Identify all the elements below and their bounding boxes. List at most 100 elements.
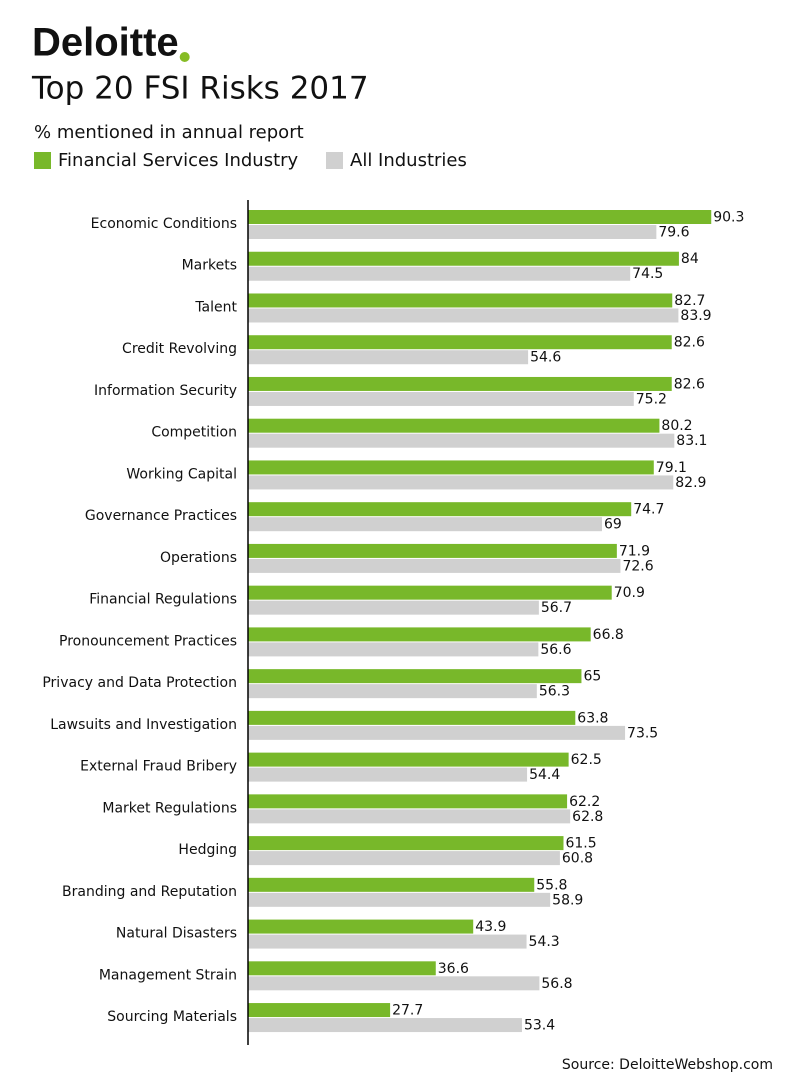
bar bbox=[248, 642, 539, 657]
bar bbox=[248, 558, 621, 573]
bar bbox=[248, 391, 634, 406]
y-tick-label: Financial Regulations bbox=[89, 592, 237, 608]
y-tick-label: Governance Practices bbox=[85, 508, 237, 524]
logo-dot bbox=[179, 52, 190, 62]
value-label: 62.2 bbox=[569, 794, 600, 810]
y-tick-label: Hedging bbox=[178, 842, 237, 858]
bar bbox=[248, 475, 674, 490]
y-tick-label: Markets bbox=[182, 258, 237, 274]
bar bbox=[248, 251, 679, 266]
y-tick-label: Information Security bbox=[94, 383, 237, 399]
value-label: 79.1 bbox=[656, 460, 687, 476]
bar bbox=[248, 836, 564, 851]
value-label: 55.8 bbox=[536, 877, 567, 893]
value-label: 62.8 bbox=[572, 809, 603, 825]
bar bbox=[248, 418, 660, 433]
bar bbox=[248, 934, 527, 949]
value-label: 69 bbox=[604, 517, 622, 533]
value-label: 82.9 bbox=[675, 475, 706, 491]
bar bbox=[248, 225, 657, 239]
bar bbox=[248, 210, 712, 224]
value-label: 66.8 bbox=[593, 627, 624, 643]
bar bbox=[248, 517, 602, 532]
value-label: 83.9 bbox=[680, 308, 711, 324]
bar bbox=[248, 725, 626, 740]
legend-swatch bbox=[34, 152, 51, 169]
bar bbox=[248, 433, 675, 448]
bar bbox=[248, 335, 672, 350]
y-tick-label: Pronouncement Practices bbox=[59, 633, 237, 649]
bar bbox=[248, 809, 571, 824]
legend-label: All Industries bbox=[350, 150, 467, 171]
chart-title: Top 20 FSI Risks 2017 bbox=[31, 71, 369, 107]
bar bbox=[248, 460, 654, 475]
chart-subtitle: % mentioned in annual report bbox=[34, 122, 304, 143]
value-label: 90.3 bbox=[713, 210, 744, 226]
bar bbox=[248, 710, 576, 725]
value-label: 65 bbox=[583, 669, 601, 685]
y-tick-label: Privacy and Data Protection bbox=[42, 675, 237, 691]
value-label: 56.8 bbox=[541, 976, 572, 992]
value-label: 61.5 bbox=[565, 836, 596, 852]
value-label: 60.8 bbox=[562, 851, 593, 867]
value-label: 84 bbox=[681, 251, 699, 267]
y-tick-label: External Fraud Bribery bbox=[80, 759, 237, 775]
source: Source: DeloitteWebshop.com bbox=[562, 1057, 773, 1073]
bar bbox=[248, 627, 591, 642]
bar bbox=[248, 293, 673, 308]
value-label: 74.5 bbox=[632, 266, 663, 282]
value-label: 54.3 bbox=[529, 934, 560, 950]
value-label: 79.6 bbox=[658, 225, 689, 241]
bar bbox=[248, 919, 474, 934]
value-label: 36.6 bbox=[438, 961, 469, 977]
bar bbox=[248, 1018, 522, 1033]
value-label: 56.7 bbox=[541, 600, 572, 616]
value-label: 73.5 bbox=[627, 725, 658, 741]
y-tick-label: Management Strain bbox=[99, 967, 237, 983]
y-tick-label: Competition bbox=[151, 425, 237, 441]
value-label: 54.4 bbox=[529, 767, 560, 783]
y-tick-label: Credit Revolving bbox=[122, 341, 237, 357]
bar bbox=[248, 266, 631, 281]
value-label: 70.9 bbox=[614, 585, 645, 601]
value-label: 80.2 bbox=[661, 418, 692, 434]
bar bbox=[248, 684, 537, 699]
value-label: 75.2 bbox=[636, 391, 667, 407]
bar bbox=[248, 851, 560, 866]
value-label: 83.1 bbox=[676, 433, 707, 449]
legend-swatch bbox=[326, 152, 343, 169]
y-tick-label: Talent bbox=[194, 299, 237, 315]
bar bbox=[248, 1003, 391, 1018]
bar bbox=[248, 961, 436, 976]
y-tick-label: Branding and Reputation bbox=[62, 884, 237, 900]
y-tick-label: Market Regulations bbox=[102, 800, 237, 816]
value-label: 74.7 bbox=[633, 502, 664, 518]
value-label: 43.9 bbox=[475, 919, 506, 935]
logo: Deloitte bbox=[32, 21, 179, 65]
value-label: 53.4 bbox=[524, 1018, 555, 1034]
bar bbox=[248, 543, 617, 558]
bar bbox=[248, 308, 679, 323]
bar bbox=[248, 877, 535, 892]
value-label: 82.6 bbox=[674, 376, 705, 392]
y-tick-label: Lawsuits and Investigation bbox=[50, 717, 237, 733]
value-label: 82.6 bbox=[674, 335, 705, 351]
value-label: 58.9 bbox=[552, 892, 583, 908]
bar bbox=[248, 669, 582, 684]
y-tick-label: Economic Conditions bbox=[91, 216, 237, 232]
bar bbox=[248, 767, 528, 782]
value-label: 56.6 bbox=[540, 642, 571, 658]
legend-label: Financial Services Industry bbox=[58, 150, 299, 171]
y-tick-label: Sourcing Materials bbox=[107, 1009, 237, 1025]
value-label: 62.5 bbox=[571, 752, 602, 768]
bar bbox=[248, 752, 569, 767]
bar bbox=[248, 892, 551, 907]
value-label: 82.7 bbox=[674, 293, 705, 309]
bar bbox=[248, 376, 672, 391]
bar bbox=[248, 794, 568, 809]
value-label: 63.8 bbox=[577, 710, 608, 726]
bar bbox=[248, 585, 612, 600]
y-tick-label: Natural Disasters bbox=[116, 926, 237, 942]
